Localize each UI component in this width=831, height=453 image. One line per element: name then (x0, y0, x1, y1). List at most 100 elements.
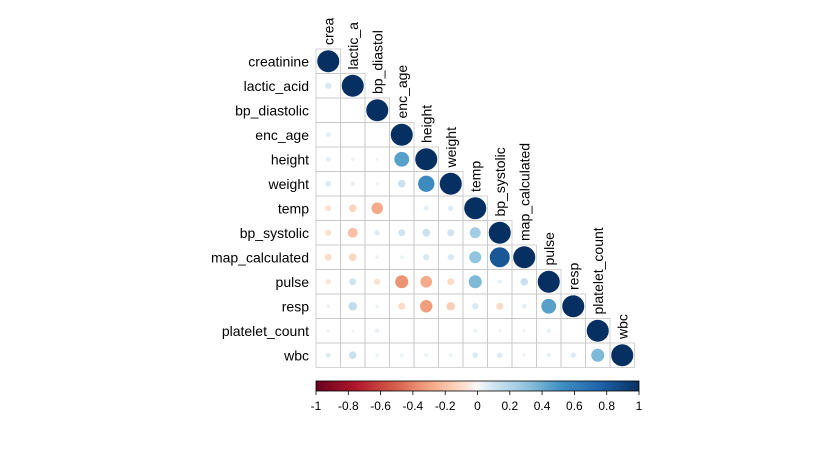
corr-circle-weight-weight (439, 172, 462, 195)
diag-label-wbc: wbc (614, 314, 630, 340)
colorbar: -1 -0.8 -0.6 -0.4 -0.2 0 0.2 0.4 0.6 0.8 1 (311, 380, 643, 413)
corr-circle-weight-bp_diastolic (375, 182, 379, 186)
corr-circle-temp-lactic_acid (348, 204, 357, 213)
corr-circle-bp_systolic-bp_diastolic (374, 230, 380, 236)
corr-circle-wbc-height (424, 353, 429, 358)
diag-label-pulse: pulse (541, 232, 557, 266)
corr-circle-platelet_count-bp_systolic (498, 329, 502, 333)
corr-circle-bp_systolic-enc_age (398, 229, 406, 237)
diag-label-temp: temp (467, 161, 483, 192)
corr-circle-pulse-temp (468, 275, 482, 289)
grid-cell (340, 97, 366, 123)
corr-circle-map_calculated-map_calculated (513, 246, 536, 269)
row-label-platelet_count: platelet_count (222, 323, 309, 339)
row-label-map_calculated: map_calculated (211, 249, 309, 265)
corr-circle-bp_diastolic-bp_diastolic (366, 99, 389, 122)
corr-circle-bp_systolic-temp (469, 227, 481, 239)
corr-circle-wbc-pulse (546, 353, 551, 358)
diag-label-map_calculated: map_calculated (516, 143, 532, 241)
corr-circle-platelet_count-creatinine (326, 328, 331, 333)
corr-circle-platelet_count-bp_diastolic (375, 328, 380, 333)
row-label-temp: temp (278, 200, 309, 216)
corr-circle-bp_systolic-height (422, 228, 431, 237)
colorbar-tick-label: -0.6 (370, 399, 391, 413)
colorbar-gradient (315, 380, 640, 392)
corr-circle-wbc-temp (472, 352, 479, 359)
corr-circle-weight-height (418, 175, 435, 192)
colorbar-tick-label: -0.2 (435, 399, 456, 413)
corr-circle-platelet_count-temp (473, 328, 478, 333)
corr-circle-wbc-bp_systolic (497, 352, 503, 358)
corr-circle-resp-bp_diastolic (375, 304, 380, 309)
corr-circle-lactic_acid-creatinine (325, 82, 332, 89)
colorbar-tick-label: 0.4 (534, 399, 551, 413)
diag-label-resp: resp (565, 263, 581, 290)
row-label-resp: resp (282, 298, 309, 314)
corr-circle-height-height (415, 148, 438, 171)
corr-circle-platelet_count-pulse (546, 328, 551, 333)
grid-cell (609, 342, 635, 368)
row-label-height: height (271, 151, 309, 167)
corr-circle-platelet_count-map_calculated (522, 329, 526, 333)
corr-circle-wbc-enc_age (399, 353, 404, 358)
corr-circle-pulse-enc_age (395, 275, 409, 289)
corr-circle-lactic_acid-lactic_acid (341, 74, 364, 97)
colorbar-tick-label: 0.8 (598, 399, 615, 413)
row-label-weight: weight (268, 176, 310, 192)
corr-circle-platelet_count-lactic_acid (351, 329, 355, 333)
corr-circle-wbc-map_calculated (522, 353, 526, 357)
corr-circle-bp_systolic-weight (447, 229, 455, 237)
corr-circle-pulse-map_calculated (520, 277, 529, 286)
diag-label-height: height (418, 105, 434, 143)
corr-circle-weight-creatinine (325, 180, 332, 187)
corr-circle-map_calculated-bp_systolic (489, 247, 510, 268)
corr-circle-resp-pulse (541, 298, 557, 314)
diag-label-lactic_acid: lactic_a (345, 22, 361, 70)
diag-label-bp_systolic: bp_systolic (492, 147, 508, 216)
corr-circle-resp-creatinine (326, 304, 331, 309)
diag-label-bp_diastolic: bp_diastol (369, 30, 385, 94)
corr-circle-pulse-bp_systolic (497, 279, 502, 284)
colorbar-tick-label: -0.4 (403, 399, 424, 413)
corr-circle-height-enc_age (394, 151, 410, 167)
corr-circle-map_calculated-bp_diastolic (375, 255, 380, 260)
diag-label-weight: weight (443, 127, 459, 169)
corr-circle-enc_age-creatinine (325, 132, 331, 138)
colorbar-tick-label: 0.6 (566, 399, 583, 413)
corr-circle-wbc-lactic_acid (348, 351, 357, 360)
row-label-creatinine: creatinine (248, 53, 309, 69)
corr-circle-creatinine-creatinine (317, 50, 340, 73)
grid-cell (340, 122, 366, 148)
corr-circle-map_calculated-enc_age (399, 255, 404, 260)
corr-circle-map_calculated-weight (447, 254, 454, 261)
corr-circle-pulse-pulse (537, 270, 560, 293)
corr-circle-wbc-bp_diastolic (375, 353, 380, 358)
row-label-wbc: wbc (283, 347, 309, 363)
row-label-enc_age: enc_age (255, 127, 309, 143)
diag-label-creatinine: crea (320, 18, 336, 45)
colorbar-tick-label: 1 (636, 399, 643, 413)
corr-circle-resp-lactic_acid (348, 301, 358, 311)
corr-circle-bp_systolic-creatinine (325, 229, 332, 236)
circle-layer (317, 50, 634, 367)
corr-circle-map_calculated-lactic_acid (348, 253, 357, 262)
corr-circle-platelet_count-platelet_count (586, 319, 609, 342)
grid-layer (315, 48, 635, 368)
corr-circle-wbc-resp (570, 352, 576, 358)
corr-circle-pulse-height (420, 275, 433, 288)
corr-circle-resp-height (420, 300, 433, 313)
corr-circle-map_calculated-temp (469, 251, 482, 264)
grid-cell (560, 318, 586, 344)
diag-label-enc_age: enc_age (394, 65, 410, 119)
corr-circle-height-bp_diastolic (375, 157, 379, 161)
corr-circle-wbc-creatinine (325, 352, 331, 358)
grid-cell (413, 318, 439, 344)
corr-circle-weight-enc_age (397, 179, 406, 188)
grid-cell (364, 122, 390, 148)
corr-circle-wbc-wbc (611, 344, 634, 367)
corr-circle-wbc-platelet_count (591, 348, 605, 362)
corr-circle-height-lactic_acid (350, 157, 355, 162)
corr-circle-resp-enc_age (398, 302, 406, 310)
